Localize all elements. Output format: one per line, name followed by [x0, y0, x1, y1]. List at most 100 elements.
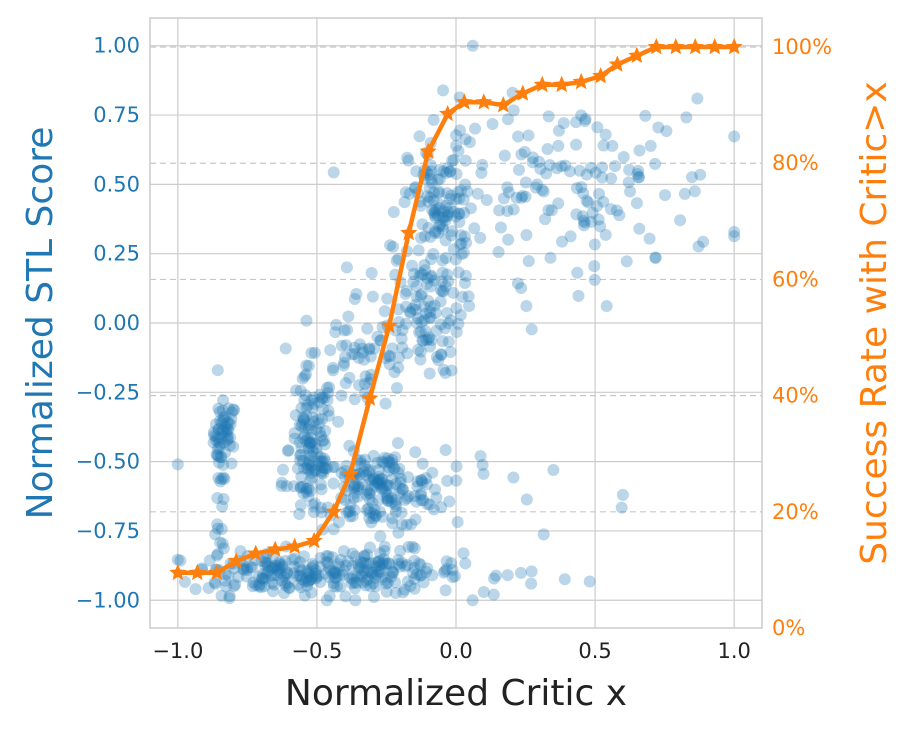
scatter-point	[410, 568, 423, 581]
scatter-point	[217, 492, 230, 505]
scatter-point	[448, 205, 461, 218]
scatter-point	[385, 496, 398, 509]
success-rate-marker	[305, 531, 323, 549]
scatter-point	[376, 571, 389, 584]
scatter-point	[442, 206, 455, 219]
scatter-point	[265, 562, 278, 575]
scatter-point	[352, 558, 365, 571]
scatter-point	[301, 579, 314, 592]
scatter-point	[406, 540, 419, 553]
scatter-point	[425, 176, 438, 189]
scatter-point	[502, 186, 515, 199]
scatter-point	[380, 479, 393, 492]
success-rate-marker	[553, 75, 571, 93]
scatter-point	[399, 317, 412, 330]
scatter-point	[358, 550, 371, 563]
scatter-point	[381, 292, 394, 305]
scatter-point	[631, 168, 644, 181]
scatter-point	[308, 497, 321, 510]
scatter-point	[414, 345, 427, 358]
scatter-point	[416, 268, 429, 281]
scatter-point	[222, 423, 235, 436]
scatter-point	[431, 209, 444, 222]
scatter-point	[442, 275, 455, 288]
scatter-point	[408, 572, 421, 585]
scatter-point	[302, 575, 315, 588]
scatter-point	[344, 505, 357, 518]
scatter-point	[241, 563, 254, 576]
scatter-point	[577, 219, 590, 232]
scatter-point	[447, 286, 460, 299]
scatter-point	[307, 391, 320, 404]
scatter-point	[303, 455, 316, 468]
scatter-point	[446, 563, 459, 576]
scatter-point	[582, 196, 595, 209]
scatter-point	[597, 139, 610, 152]
scatter-point	[210, 434, 223, 447]
scatter-point	[570, 208, 583, 221]
scatter-point	[437, 205, 450, 218]
y2-axis-title: Success Rate with Critic>x	[854, 81, 895, 565]
scatter-point	[608, 160, 621, 173]
scatter-point	[426, 466, 439, 479]
scatter-point	[283, 582, 296, 595]
scatter-point	[298, 393, 311, 406]
scatter-point	[306, 411, 319, 424]
scatter-point	[304, 418, 317, 431]
scatter-point	[476, 158, 489, 171]
scatter-point	[474, 450, 487, 463]
scatter-point	[439, 280, 452, 293]
x-axis-title: Normalized Critic x	[285, 673, 627, 714]
scatter-point	[649, 251, 662, 264]
scatter-point	[363, 493, 376, 506]
scatter-point	[410, 290, 423, 303]
scatter-point	[501, 204, 514, 217]
scatter-point	[305, 394, 318, 407]
success-rate-marker	[286, 537, 304, 554]
scatter-point	[427, 247, 440, 260]
scatter-point	[318, 438, 331, 451]
scatter-point	[399, 560, 412, 573]
scatter-point	[386, 342, 399, 355]
success-rate-marker	[419, 142, 437, 159]
scatter-point	[419, 325, 432, 338]
scatter-point	[306, 401, 319, 414]
scatter-point	[416, 457, 429, 470]
scatter-point	[450, 139, 463, 152]
scatter-point	[423, 306, 436, 319]
scatter-point	[544, 251, 557, 264]
scatter-point	[448, 570, 461, 583]
scatter-point	[402, 471, 415, 484]
scatter-point	[406, 259, 419, 272]
scatter-point	[384, 239, 397, 252]
success-rate-marker	[475, 93, 493, 110]
scatter-point	[337, 564, 350, 577]
scatter-point	[441, 268, 454, 281]
scatter-point	[644, 139, 657, 152]
scatter-point	[451, 515, 464, 528]
scatter-point	[393, 560, 406, 573]
scatter-point	[256, 568, 269, 581]
success-rate-marker	[188, 563, 206, 581]
scatter-point	[529, 181, 542, 194]
scatter-point	[525, 565, 538, 578]
scatter-point	[413, 557, 426, 570]
success-rate-marker	[247, 544, 265, 561]
y-tick-label: 0.75	[93, 103, 140, 127]
scatter-point	[428, 207, 441, 220]
scatter-point	[265, 569, 278, 582]
scatter-point	[217, 394, 230, 407]
scatter-point	[340, 261, 353, 274]
scatter-point	[296, 372, 309, 385]
scatter-point	[583, 575, 596, 588]
scatter-point	[435, 348, 448, 361]
scatter-point	[319, 462, 332, 475]
scatter-point	[412, 312, 425, 325]
scatter-point	[313, 417, 326, 430]
scatter-point	[429, 225, 442, 238]
scatter-point	[420, 478, 433, 491]
scatter-point	[414, 489, 427, 502]
scatter-point	[418, 314, 431, 327]
scatter-point	[363, 541, 376, 554]
scatter-point	[384, 350, 397, 363]
